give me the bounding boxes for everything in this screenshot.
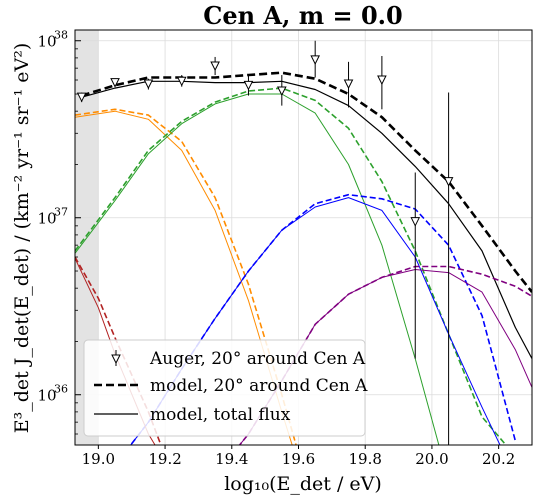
- auger-point: [443, 92, 454, 445]
- x-tick-label: 19.0: [82, 450, 115, 468]
- x-axis-label: log₁₀(E_det / eV): [224, 473, 382, 495]
- legend-entry-model-total: model, total flux: [94, 405, 291, 425]
- series-line-4: [75, 87, 507, 445]
- auger-marker: [310, 55, 320, 65]
- auger-point: [410, 172, 421, 359]
- series-line-5: [75, 93, 440, 445]
- y-tick-label: 10: [37, 33, 56, 51]
- y-tick-label: 10: [37, 210, 56, 228]
- auger-marker: [277, 86, 287, 97]
- x-tick-label: 20.2: [482, 450, 515, 468]
- auger-marker: [243, 80, 254, 91]
- auger-point: [377, 55, 387, 110]
- auger-marker: [210, 61, 220, 72]
- auger-marker: [176, 76, 187, 87]
- plot-frame: [74, 29, 533, 446]
- legend-entry-model-20deg: model, 20° around Cen A: [94, 376, 368, 396]
- legend-label-auger: Auger, 20° around Cen A: [149, 349, 366, 369]
- auger-marker: [76, 92, 87, 103]
- legend-box: [83, 339, 366, 437]
- legend: Auger, 20° around Cen A model, 20° aroun…: [83, 339, 368, 437]
- x-tick-label: 19.6: [282, 450, 315, 468]
- auger-point: [210, 56, 220, 76]
- auger-marker: [343, 79, 354, 90]
- x-axis: 19.0 19.2 19.4 19.6 19.8 20.0 20.2: [82, 445, 515, 468]
- x-tick-label: 20.0: [415, 450, 448, 468]
- auger-marker: [377, 75, 387, 86]
- auger-point: [176, 75, 187, 87]
- x-tick-label: 19.8: [349, 450, 382, 468]
- auger-point: [110, 78, 120, 88]
- y-tick-exponent: 37: [54, 206, 68, 219]
- x-tick-label: 19.4: [215, 450, 248, 468]
- series-line-10: [75, 256, 162, 445]
- y-tick-exponent: 38: [54, 29, 68, 42]
- legend-marker-triangle: [111, 354, 121, 365]
- auger-marker: [110, 78, 120, 88]
- auger-point: [310, 40, 320, 78]
- auger-marker: [410, 217, 421, 227]
- legend-label-model-20deg: model, 20° around Cen A: [150, 376, 368, 396]
- y-tick-label: 10: [37, 387, 56, 405]
- auger-marker: [143, 79, 154, 90]
- y-axis-label: E³_det J_det(E_det) / (km⁻² yr⁻¹ sr⁻¹ eV…: [11, 43, 33, 434]
- auger-point: [243, 75, 254, 96]
- auger-point: [343, 61, 354, 108]
- series-line-0: [81, 80, 532, 359]
- chart-title: Cen A, m = 0.0: [203, 1, 402, 30]
- auger-point: [143, 78, 154, 90]
- x-tick-label: 19.2: [148, 450, 181, 468]
- auger-point: [277, 75, 287, 106]
- auger-marker: [443, 177, 454, 187]
- legend-label-model-total: model, total flux: [150, 405, 291, 425]
- y-tick-exponent: 36: [54, 383, 68, 396]
- auger-point: [76, 92, 87, 103]
- legend-entry-auger: Auger, 20° around Cen A: [111, 349, 366, 369]
